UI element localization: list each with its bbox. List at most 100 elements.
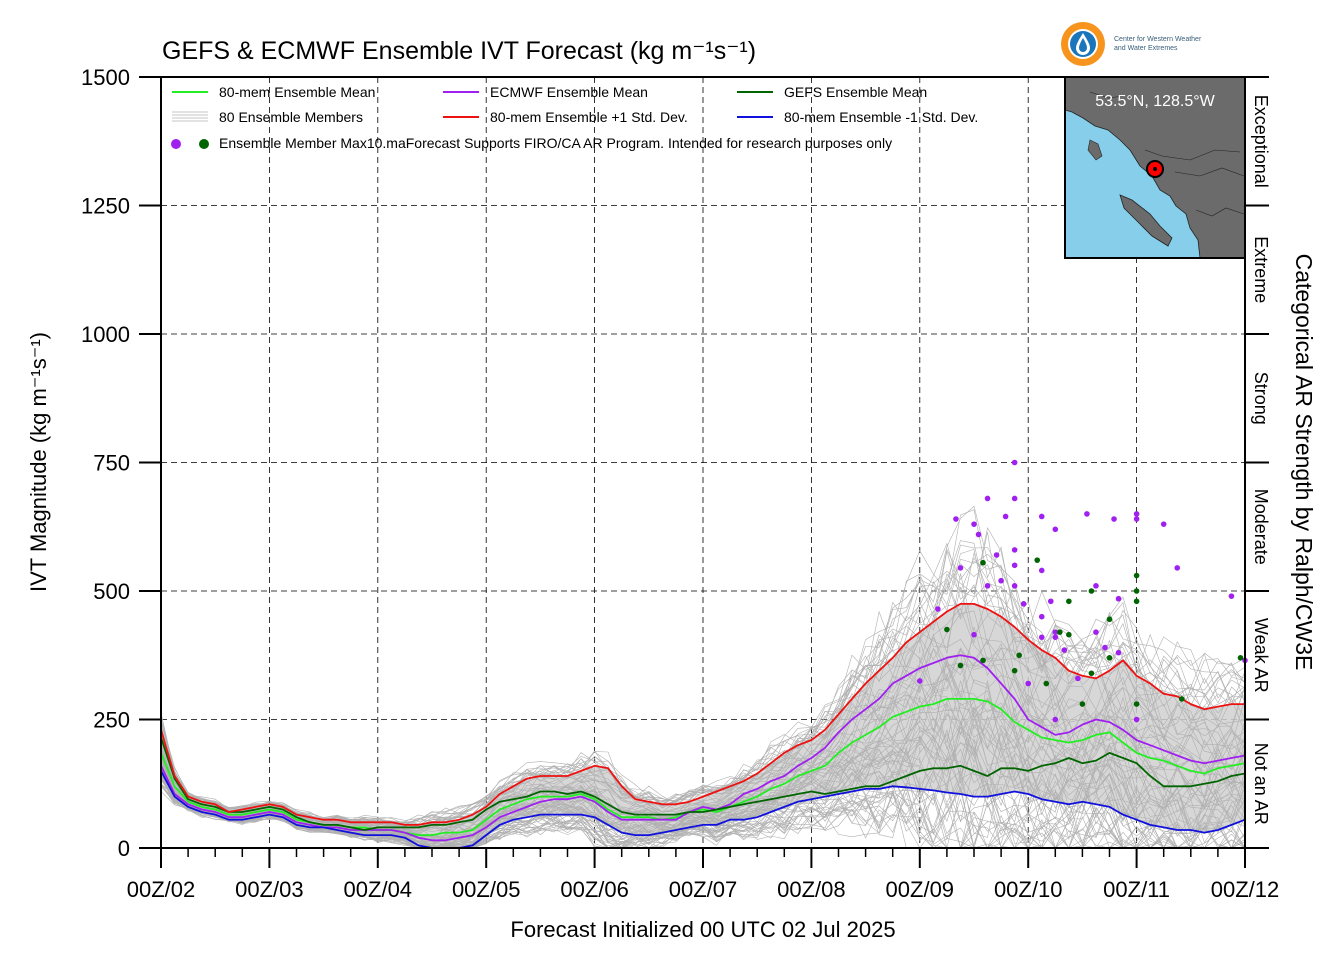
series-line — [160, 770, 1246, 849]
ar-category-label: Moderate — [1251, 489, 1271, 565]
ar-category-label: Extreme — [1251, 236, 1271, 303]
member-max-dot — [1057, 629, 1063, 635]
member-line — [160, 702, 1246, 846]
member-max-dot — [1011, 459, 1018, 466]
legend: 80-mem Ensemble Mean 80 Ensemble Members… — [171, 84, 978, 151]
x-tick-label: 00Z/08 — [777, 877, 846, 902]
member-max-dot — [1133, 701, 1140, 707]
x-tick-label: 00Z/10 — [994, 877, 1063, 902]
member-line — [160, 548, 1246, 823]
legend-dot-ecmwf — [171, 139, 181, 149]
x-tick-label: 00Z/12 — [1211, 877, 1280, 902]
member-max-dot — [1084, 511, 1090, 517]
member-max-dot — [1011, 562, 1018, 569]
member-line — [160, 770, 1246, 849]
series-lines — [160, 603, 1246, 849]
logo-line2: and Water Extremes — [1114, 45, 1178, 52]
member-max-dot — [1011, 495, 1018, 502]
member-max-dot — [1061, 647, 1068, 653]
member-max-dot — [953, 516, 959, 522]
cw3e-logo: Center for Western Weather and Water Ext… — [1061, 22, 1202, 66]
member-max-dot — [1133, 516, 1140, 522]
member-max-dot — [1016, 652, 1022, 659]
member-max-dot — [1038, 513, 1045, 520]
member-max-dot — [1133, 598, 1140, 605]
member-max-dot — [1038, 634, 1045, 641]
member-max-dot — [957, 565, 964, 571]
legend-members: 80 Ensemble Members — [219, 109, 363, 125]
legend-dots-label: Ensemble Member Max — [219, 135, 367, 151]
member-line — [160, 783, 1246, 849]
chart-title: GEFS & ECMWF Ensemble IVT Forecast (kg m… — [162, 37, 756, 65]
legend-gefs: GEFS Ensemble Mean — [784, 84, 927, 100]
legend-dots: Ensemble Member Max10.maForecast Support… — [219, 135, 892, 151]
member-max-dot — [1066, 598, 1072, 605]
member-max-dot — [1088, 588, 1095, 594]
x-axis-label: Forecast Initialized 00 UTC 02 Jul 2025 — [510, 917, 895, 942]
legend-mean-all: 80-mem Ensemble Mean — [219, 84, 375, 100]
member-max-dot — [984, 495, 991, 502]
member-line — [160, 557, 1246, 828]
member-max-dot — [1106, 655, 1113, 661]
legend-dot-gefs — [199, 139, 209, 149]
y-tick-label: 750 — [93, 451, 130, 476]
member-max-dot — [1066, 631, 1072, 638]
ar-category-label: Strong — [1251, 372, 1271, 425]
member-max-dot — [1093, 629, 1099, 635]
member-max-dot — [1133, 572, 1140, 579]
member-max-dot — [1011, 583, 1018, 589]
member-max-dot — [1178, 696, 1185, 702]
right-axis-label: Categorical AR Strength by Ralph/CW3E — [1291, 254, 1317, 671]
member-max-dot — [1011, 547, 1018, 553]
member-max-dot — [1052, 629, 1059, 635]
legend-minus-sd: 80-mem Ensemble -1 Std. Dev. — [784, 109, 978, 125]
member-line — [160, 776, 1246, 849]
member-max-dot — [1106, 616, 1113, 623]
legend-plus-sd: 80-mem Ensemble +1 Std. Dev. — [490, 109, 688, 125]
series-line — [160, 603, 1245, 826]
series-line — [160, 737, 1246, 831]
member-line — [160, 778, 1245, 849]
member-max-dot — [957, 662, 964, 669]
member-max-dot — [1052, 526, 1059, 533]
member-max-dot — [1002, 513, 1009, 520]
legend-swatch-members — [172, 111, 208, 122]
x-tick-label: 00Z/05 — [452, 877, 521, 902]
member-max-dot — [935, 606, 941, 612]
member-max-dot — [971, 521, 977, 527]
y-tick-label: 1000 — [81, 322, 130, 347]
member-line — [160, 775, 1245, 849]
y-tick-label: 1500 — [81, 65, 130, 90]
ar-category-label: Weak AR — [1251, 618, 1271, 693]
member-max-dots — [917, 459, 1248, 723]
x-tick-label: 00Z/03 — [235, 877, 304, 902]
x-tick-label: 00Z/02 — [127, 877, 196, 902]
member-max-dot — [1102, 644, 1108, 651]
member-max-dot — [944, 626, 950, 633]
member-max-dot — [1133, 588, 1140, 594]
y-tick-label: 500 — [93, 579, 130, 604]
member-line — [160, 645, 1246, 830]
member-max-dot — [984, 583, 991, 589]
x-tick-label: 00Z/04 — [344, 877, 413, 902]
logo-line1: Center for Western Weather — [1114, 36, 1202, 43]
legend-note: 10.maForecast Supports FIRO/CA AR Progra… — [367, 135, 892, 151]
member-max-dot — [971, 631, 977, 638]
member-max-dot — [1160, 521, 1167, 527]
member-line — [160, 549, 1246, 827]
member-max-dot — [980, 657, 986, 664]
member-max-dot — [1079, 701, 1086, 707]
member-max-dot — [1115, 595, 1122, 602]
member-max-dot — [998, 577, 1004, 584]
x-tick-label: 00Z/11 — [1103, 877, 1170, 902]
member-max-dot — [1228, 593, 1235, 599]
ar-category-label: Not an AR — [1251, 743, 1271, 825]
member-max-dot — [1043, 680, 1050, 687]
member-max-dot — [1093, 583, 1099, 589]
member-max-dot — [1052, 716, 1059, 723]
member-max-dot — [1047, 598, 1054, 605]
member-max-dot — [1237, 655, 1244, 661]
member-max-dot — [1174, 565, 1181, 571]
y-tick-label: 1250 — [81, 194, 130, 219]
